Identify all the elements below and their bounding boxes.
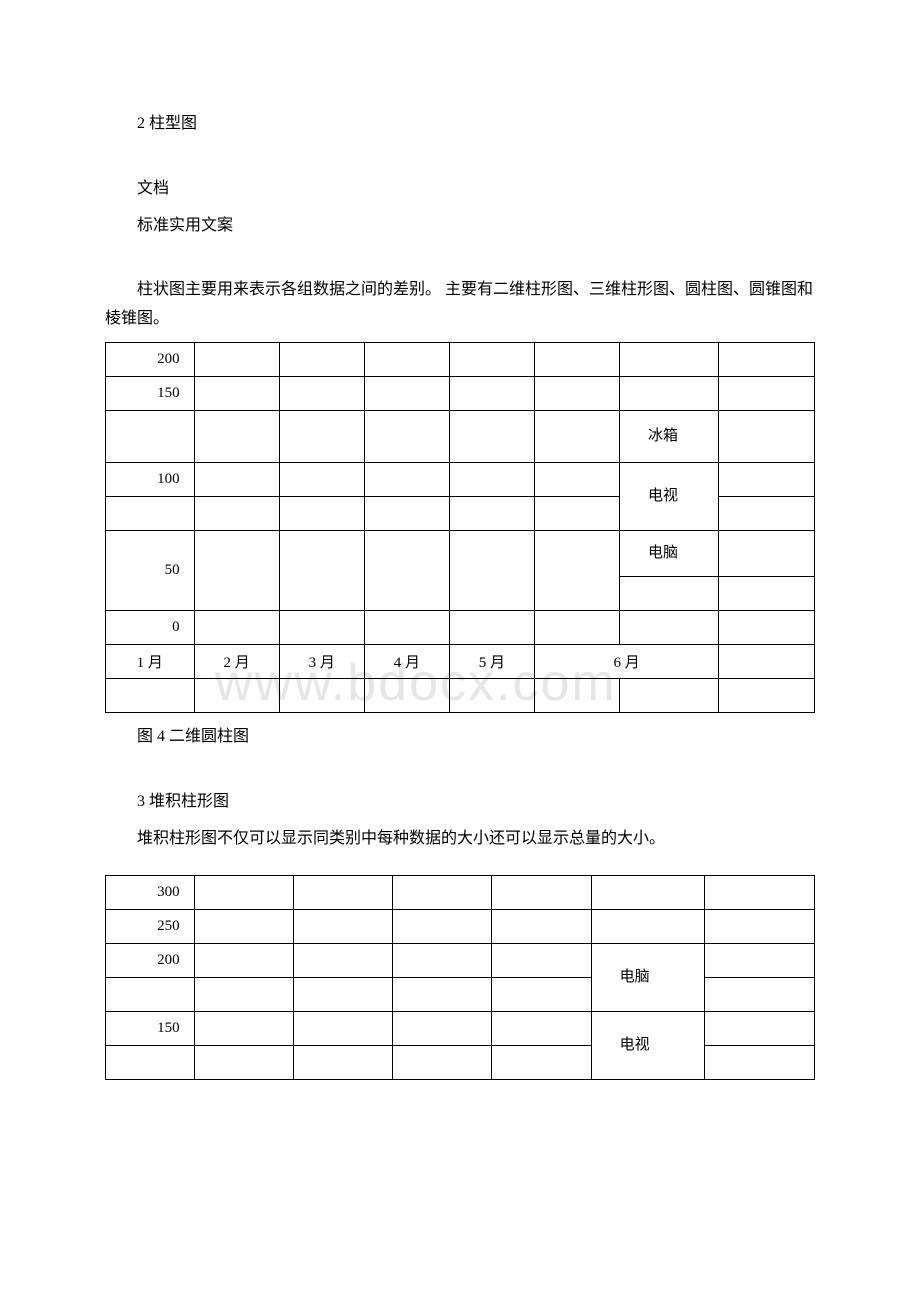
table-row: 150 (106, 376, 815, 410)
ytick-cell: 50 (106, 530, 195, 610)
section1-heading: 2 柱型图 (105, 110, 815, 139)
section2-heading: 3 堆积柱形图 (105, 788, 815, 817)
section1-description: 柱状图主要用来表示各组数据之间的差别。 主要有二维柱形图、三维柱形图、圆柱图、圆… (105, 276, 815, 334)
month-cell: 4 月 (364, 644, 449, 678)
legend-cell: 电脑 (620, 530, 719, 576)
legend-cell: 冰箱 (620, 410, 719, 462)
ytick-cell: 300 (106, 876, 195, 910)
figure-caption-1: 图 4 二维圆柱图 (105, 723, 815, 752)
chart-table-1: 200 150 冰箱 100 电视 50 电脑 (105, 342, 815, 713)
table-row: 50 电脑 (106, 530, 815, 576)
section1-subhead2: 标准实用文案 (105, 212, 815, 241)
ytick-cell (106, 496, 195, 530)
document-page: 2 柱型图 文档 标准实用文案 柱状图主要用来表示各组数据之间的差别。 主要有二… (0, 0, 920, 1150)
month-cell: 1 月 (106, 644, 195, 678)
table-row: 300 (106, 876, 815, 910)
table-row: 冰箱 (106, 410, 815, 462)
table-row: 250 (106, 910, 815, 944)
table-row (106, 978, 815, 1012)
legend-cell: 电视 (620, 462, 719, 530)
ytick-cell: 250 (106, 910, 195, 944)
ytick-cell (106, 410, 195, 462)
ytick-cell: 200 (106, 342, 195, 376)
ytick-cell: 0 (106, 610, 195, 644)
month-cell: 6 月 (534, 644, 718, 678)
chart-table-2: 300 250 200 电脑 150 电视 (105, 875, 815, 1080)
legend-cell: 电脑 (591, 944, 704, 1012)
table-row (106, 678, 815, 712)
month-cell: 3 月 (279, 644, 364, 678)
month-cell: 5 月 (449, 644, 534, 678)
section2-description: 堆积柱形图不仅可以显示同类别中每种数据的大小还可以显示总量的大小。 (105, 825, 815, 854)
ytick-cell (106, 978, 195, 1012)
month-cell: 2 月 (194, 644, 279, 678)
ytick-cell: 150 (106, 1012, 195, 1046)
ytick-cell (106, 1046, 195, 1080)
section1-subhead1: 文档 (105, 175, 815, 204)
table-row: 0 (106, 610, 815, 644)
table-row: 100 电视 (106, 462, 815, 496)
table-row: 150 电视 (106, 1012, 815, 1046)
table-row: 200 (106, 342, 815, 376)
table-row: 200 电脑 (106, 944, 815, 978)
ytick-cell: 200 (106, 944, 195, 978)
table-row (106, 1046, 815, 1080)
ytick-cell: 150 (106, 376, 195, 410)
legend-cell: 电视 (591, 1012, 704, 1080)
ytick-cell: 100 (106, 462, 195, 496)
table-row: 1 月 2 月 3 月 4 月 5 月 6 月 (106, 644, 815, 678)
